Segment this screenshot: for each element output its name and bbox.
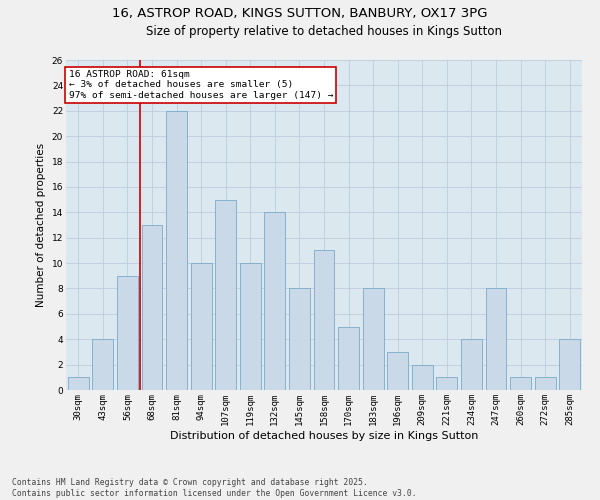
Bar	[240, 263, 261, 390]
Bar	[510, 378, 531, 390]
Bar	[289, 288, 310, 390]
Bar	[338, 326, 359, 390]
Bar	[461, 339, 482, 390]
Bar	[485, 288, 506, 390]
Text: Contains HM Land Registry data © Crown copyright and database right 2025.
Contai: Contains HM Land Registry data © Crown c…	[12, 478, 416, 498]
Title: Size of property relative to detached houses in Kings Sutton: Size of property relative to detached ho…	[146, 25, 502, 38]
Bar	[265, 212, 286, 390]
Bar	[387, 352, 408, 390]
Text: 16, ASTROP ROAD, KINGS SUTTON, BANBURY, OX17 3PG: 16, ASTROP ROAD, KINGS SUTTON, BANBURY, …	[112, 8, 488, 20]
Bar	[68, 378, 89, 390]
Text: 16 ASTROP ROAD: 61sqm
← 3% of detached houses are smaller (5)
97% of semi-detach: 16 ASTROP ROAD: 61sqm ← 3% of detached h…	[68, 70, 333, 100]
Bar	[362, 288, 383, 390]
Bar	[92, 339, 113, 390]
Bar	[436, 378, 457, 390]
Bar	[117, 276, 138, 390]
Bar	[166, 111, 187, 390]
Y-axis label: Number of detached properties: Number of detached properties	[36, 143, 46, 307]
Bar	[535, 378, 556, 390]
Bar	[215, 200, 236, 390]
Bar	[559, 339, 580, 390]
X-axis label: Distribution of detached houses by size in Kings Sutton: Distribution of detached houses by size …	[170, 430, 478, 440]
Bar	[191, 263, 212, 390]
Bar	[142, 225, 163, 390]
Bar	[314, 250, 334, 390]
Bar	[412, 364, 433, 390]
